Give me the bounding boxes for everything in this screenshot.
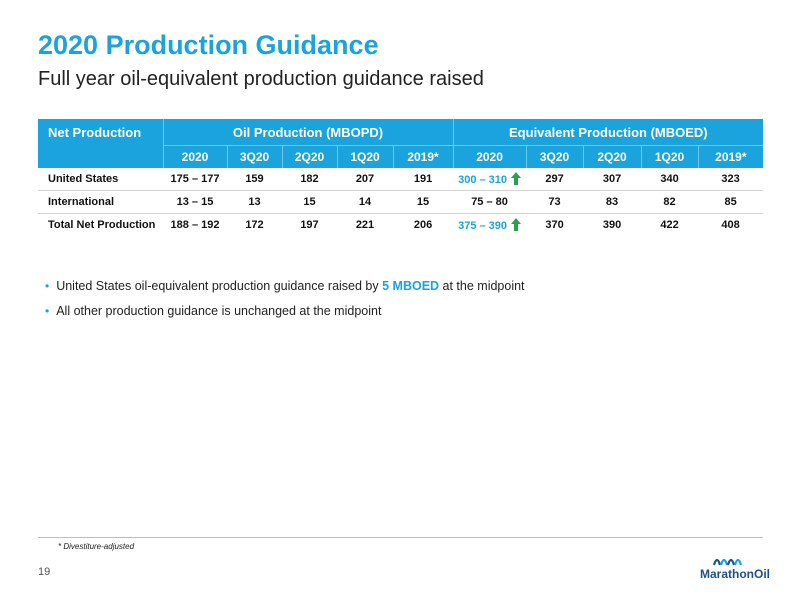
row-label: International xyxy=(38,190,163,214)
table-cell: 85 xyxy=(698,190,764,214)
bullet-text: at the midpoint xyxy=(439,279,525,293)
net-production-header: Net Production xyxy=(38,119,163,168)
marathon-oil-logo: MarathonOil xyxy=(690,553,770,585)
bullet-item: • United States oil-equivalent production… xyxy=(45,279,525,293)
table-cell: 15 xyxy=(282,190,337,214)
table-cell: 221 xyxy=(355,219,375,231)
table-cell: 172 xyxy=(245,219,264,231)
up-arrow-icon xyxy=(511,218,522,231)
table-row-total: Total Net Production 188 – 192 172 197 2… xyxy=(38,213,764,237)
slide-title: 2020 Production Guidance xyxy=(38,30,379,60)
row-label: United States xyxy=(38,168,163,191)
table-row-international: International 13 – 15 13 15 14 15 75 – 8… xyxy=(38,190,764,214)
table-cell: 188 – 192 xyxy=(170,219,220,231)
table-cell: 323 xyxy=(698,168,764,191)
table-cell: 370 xyxy=(545,219,564,231)
table-cell: 340 xyxy=(641,168,699,191)
production-table: Net Production Oil Production (MBOPD) Eq… xyxy=(38,119,764,237)
table-cell: 197 xyxy=(300,219,319,231)
column-header: 2020 xyxy=(452,145,527,168)
table-cell: 307 xyxy=(583,168,642,191)
footnote: * Divestiture-adjusted xyxy=(58,542,135,551)
table-cell: 408 xyxy=(721,219,740,231)
table-cell: 75 – 80 xyxy=(453,190,527,214)
up-arrow-icon xyxy=(511,172,522,185)
table-cell: 422 xyxy=(660,219,679,231)
table-cell: 182 xyxy=(282,168,337,191)
bullet-highlight: 5 MBOED xyxy=(382,279,440,293)
table-cell: 83 xyxy=(583,190,642,214)
bullet-text: All other production guidance is unchang… xyxy=(56,304,382,318)
table-column-header-row: 2020 3Q20 2Q20 1Q20 2019* 2020 3Q20 2Q20… xyxy=(38,145,764,168)
page-number: 19 xyxy=(38,566,51,578)
logo-mark-icon xyxy=(712,558,743,566)
bullet-item: • All other production guidance is unchan… xyxy=(45,304,525,318)
column-header: 2019* xyxy=(697,145,764,168)
table-cell: 73 xyxy=(526,190,584,214)
table-cell: 14 xyxy=(337,190,393,214)
column-header: 2019* xyxy=(392,145,454,168)
column-header: 3Q20 xyxy=(226,145,282,168)
table-cell: 82 xyxy=(641,190,699,214)
column-header: 1Q20 xyxy=(336,145,393,168)
table-cell: 15 xyxy=(393,190,454,214)
bullet-text: United States oil-equivalent production … xyxy=(56,279,383,293)
logo-text: MarathonOil xyxy=(699,567,770,581)
table-cell-highlighted: 300 – 310 xyxy=(453,168,527,191)
table-cell: 159 xyxy=(227,168,282,191)
footer-divider xyxy=(38,537,763,538)
table-cell-highlighted: 375 – 390 xyxy=(453,214,526,237)
column-header: 2020 xyxy=(162,145,227,168)
table-cell: 175 – 177 xyxy=(163,168,227,191)
table-cell: 191 xyxy=(393,168,454,191)
oil-production-group-header: Oil Production (MBOPD) xyxy=(162,119,454,146)
highlighted-value: 300 – 310 xyxy=(458,174,508,186)
column-header: 2Q20 xyxy=(281,145,337,168)
highlighted-value: 375 – 390 xyxy=(458,220,508,232)
table-cell: 297 xyxy=(526,168,584,191)
equivalent-production-group-header: Equivalent Production (MBOED) xyxy=(452,119,764,146)
bullet-dot-icon: • xyxy=(45,304,50,318)
bullet-list: • United States oil-equivalent production… xyxy=(45,279,525,329)
column-header: 3Q20 xyxy=(525,145,584,168)
column-header: 2Q20 xyxy=(582,145,642,168)
table-cell: 207 xyxy=(337,168,393,191)
table-cell: 13 – 15 xyxy=(163,190,227,214)
table-group-header-row: Net Production Oil Production (MBOPD) Eq… xyxy=(38,119,764,168)
table-row-united-states: United States 175 – 177 159 182 207 191 … xyxy=(38,168,764,191)
column-header: 1Q20 xyxy=(640,145,699,168)
slide-subtitle: Full year oil-equivalent production guid… xyxy=(38,68,484,90)
table-cell: 206 xyxy=(413,219,433,231)
table-cell: 13 xyxy=(227,190,282,214)
bullet-dot-icon: • xyxy=(45,279,50,293)
row-label: Total Net Production xyxy=(48,219,156,231)
table-cell: 390 xyxy=(602,219,622,231)
